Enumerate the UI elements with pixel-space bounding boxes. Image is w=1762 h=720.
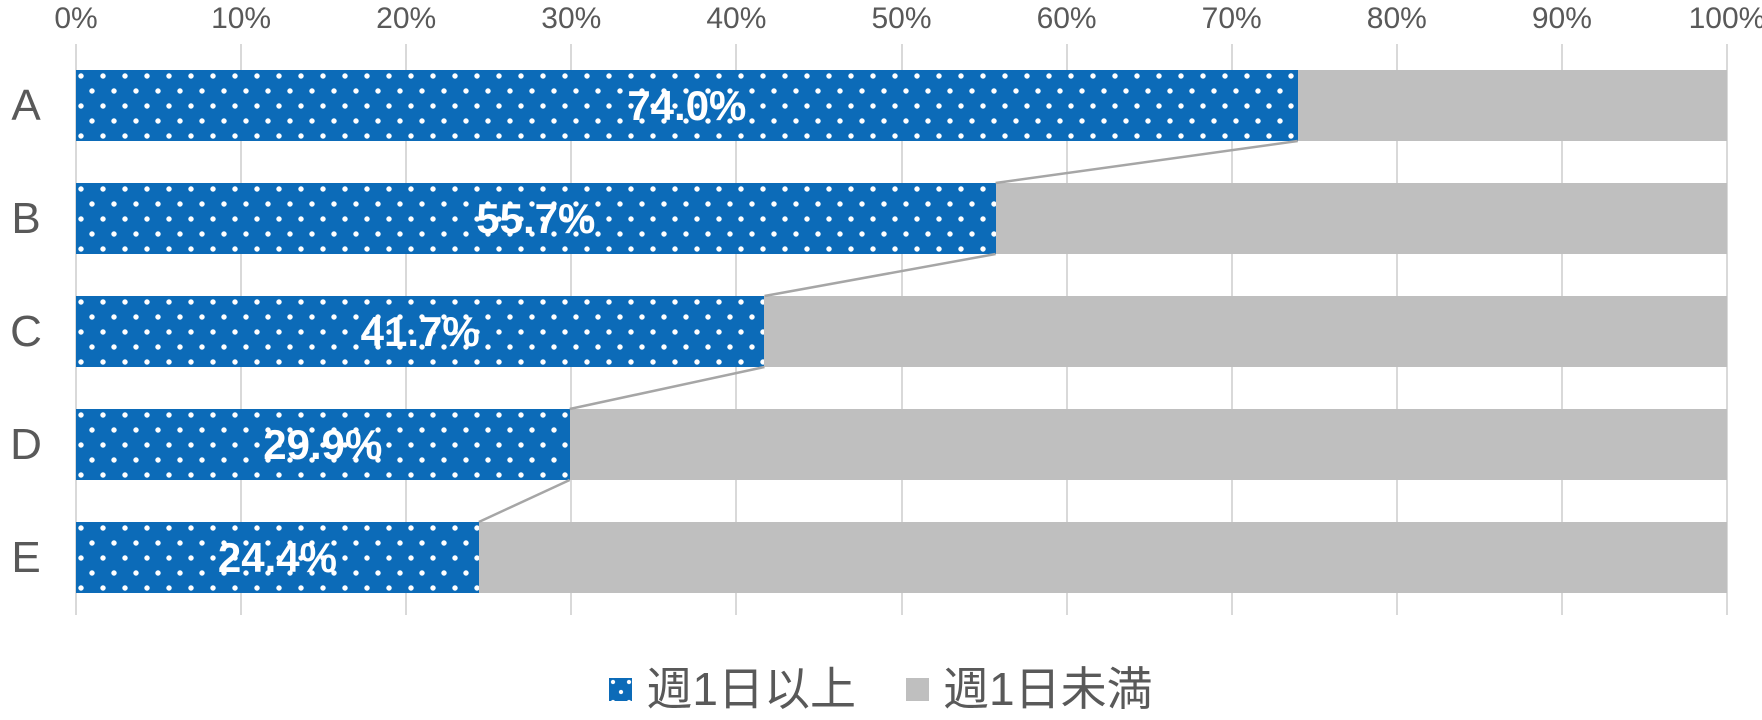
data-label-D: 29.9% xyxy=(263,421,383,468)
bar-segment-remainder-E xyxy=(478,522,1727,593)
bar-segment-primary-C: 41.7% xyxy=(76,296,765,367)
legend-label: 週1日未満 xyxy=(943,662,1153,715)
data-label-B: 55.7% xyxy=(476,195,596,242)
series-connector-line xyxy=(995,139,1298,185)
category-label-E: E xyxy=(11,533,41,582)
legend: 週1日以上 週1日未満 xyxy=(0,658,1762,720)
x-axis-tick-label: 60% xyxy=(1036,2,1097,35)
gray-swatch-icon xyxy=(906,677,929,701)
legend-item-less-than-week1: 週1日未満 xyxy=(906,664,1153,715)
category-label-A: A xyxy=(11,81,41,130)
bar-segment-primary-B: 55.7% xyxy=(76,183,996,254)
bar-segment-remainder-A xyxy=(1297,70,1727,141)
x-axis-tick-label: 20% xyxy=(376,2,437,35)
x-axis-tick-label: 30% xyxy=(541,2,602,35)
bar-segment-primary-A: 74.0% xyxy=(76,70,1298,141)
x-axis-tick-label: 90% xyxy=(1531,2,1592,35)
series-connector-line xyxy=(764,252,996,298)
blue-dotted-swatch-icon xyxy=(609,677,633,701)
category-label-D: D xyxy=(10,420,42,469)
category-label-C: C xyxy=(10,307,42,356)
x-axis-tick-label: 10% xyxy=(211,2,272,35)
data-label-E: 24.4% xyxy=(217,534,337,581)
x-axis-tick-label: 70% xyxy=(1201,2,1262,35)
data-label-C: 41.7% xyxy=(360,308,480,355)
bar-segment-primary-D: 29.9% xyxy=(76,409,570,480)
bar-segment-remainder-D xyxy=(569,409,1727,480)
bar-segment-remainder-B xyxy=(995,183,1727,254)
x-axis-tick-label: 100% xyxy=(1688,2,1762,35)
data-label-A: 74.0% xyxy=(627,82,747,129)
x-axis-tick-label: 80% xyxy=(1366,2,1427,35)
legend-label: 週1日以上 xyxy=(646,662,856,715)
legend-item-week1-or-more: 週1日以上 xyxy=(609,664,856,715)
x-axis-tick-label: 0% xyxy=(54,2,98,35)
bar-segment-remainder-C xyxy=(764,296,1727,367)
series-connector-line xyxy=(478,478,571,524)
x-axis-tick-label: 50% xyxy=(871,2,932,35)
bar-segment-primary-E: 24.4% xyxy=(76,522,479,593)
x-axis-tick-label: 40% xyxy=(706,2,767,35)
category-label-B: B xyxy=(11,194,41,243)
gridline xyxy=(1726,44,1728,615)
